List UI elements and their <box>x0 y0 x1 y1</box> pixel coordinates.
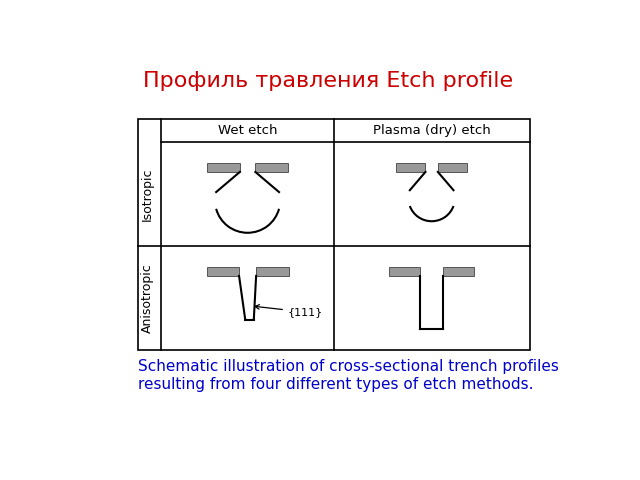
Bar <box>255 163 288 171</box>
Bar <box>389 267 420 276</box>
Bar <box>438 163 467 171</box>
Bar <box>138 119 529 350</box>
Text: Plasma (dry) etch: Plasma (dry) etch <box>372 124 490 137</box>
Bar <box>256 267 289 276</box>
Text: Schematic illustration of cross-sectional trench profiles
resulting from four di: Schematic illustration of cross-sectiona… <box>138 360 559 392</box>
Text: Wet etch: Wet etch <box>218 124 277 137</box>
Text: Anisotropic: Anisotropic <box>140 264 154 333</box>
Bar <box>207 163 240 171</box>
Text: {111}: {111} <box>255 305 323 317</box>
Text: Профиль травления Etch profile: Профиль травления Etch profile <box>143 72 513 92</box>
Bar <box>207 267 239 276</box>
Text: Isotropic: Isotropic <box>140 168 154 221</box>
Bar <box>444 267 474 276</box>
Bar <box>396 163 426 171</box>
